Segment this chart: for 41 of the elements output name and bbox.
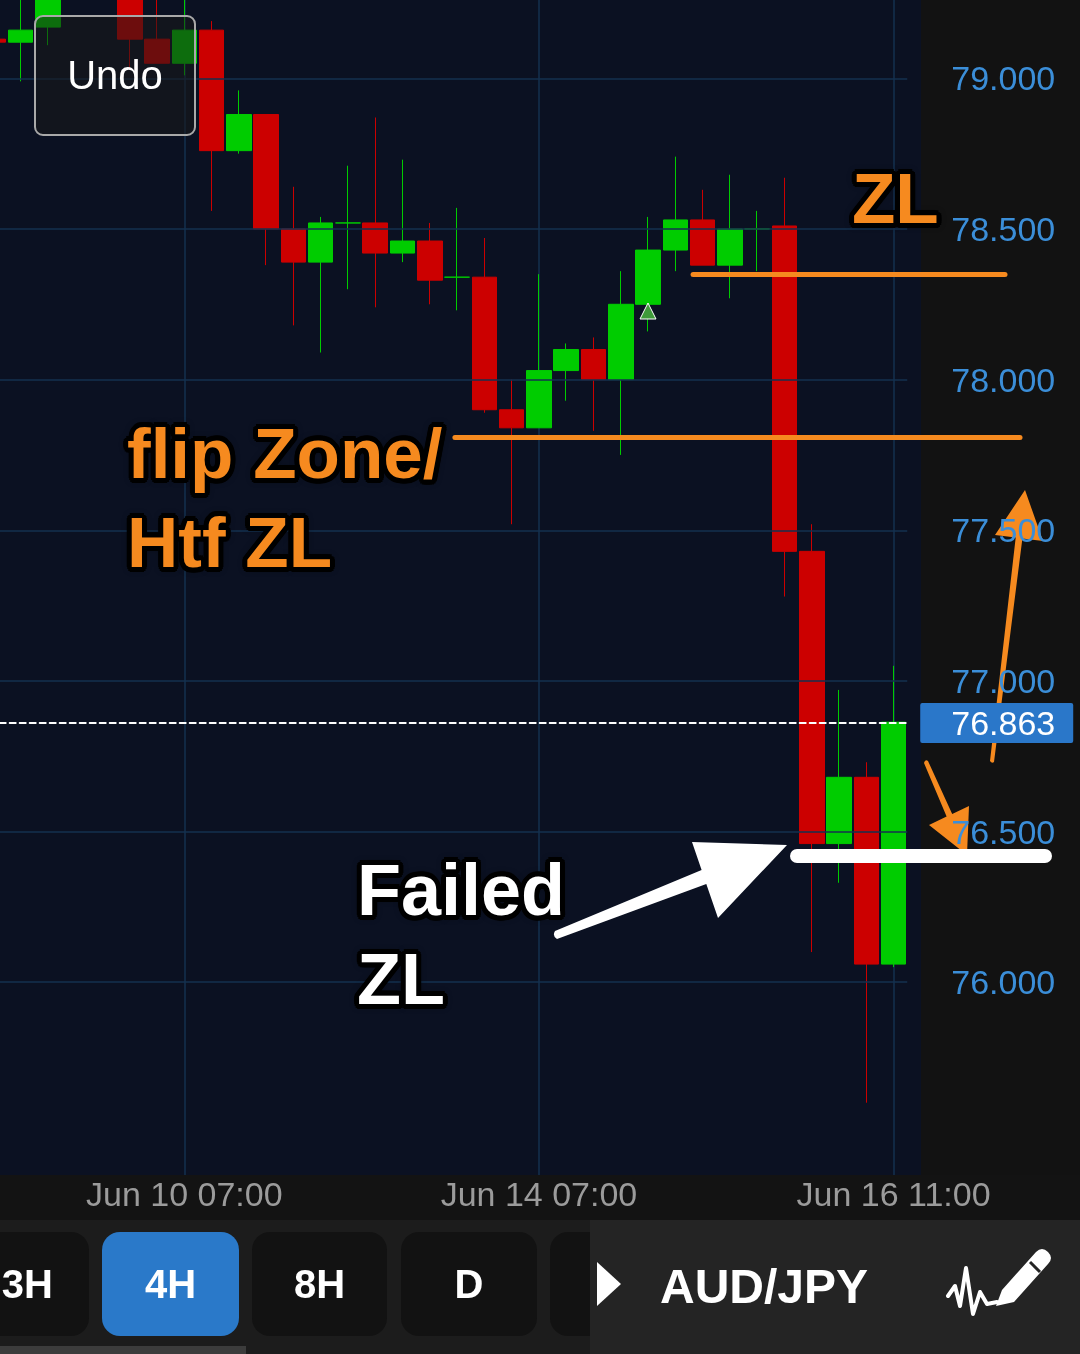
candlestick: [581, 336, 606, 432]
candlestick: [717, 174, 743, 299]
candlestick: [690, 189, 715, 266]
y-tick-label: 78.500: [951, 209, 1056, 248]
ref-line-label: ZL: [852, 159, 939, 238]
candlestick: [226, 89, 252, 155]
button: 3H: [0, 1232, 89, 1336]
candlestick: [281, 186, 306, 326]
candlestick: [799, 523, 825, 953]
candlestick: [308, 216, 333, 353]
button: D: [401, 1232, 537, 1336]
candlestick: [444, 207, 470, 311]
ref-line-label: 76.863: [951, 704, 1056, 743]
candlestick: [772, 177, 797, 598]
x-tick-label: Jun 14 07:00: [440, 1175, 638, 1213]
candlestick: [472, 237, 497, 414]
candlestick: [35, 0, 61, 46]
text: AUD/JPY: [660, 1259, 869, 1315]
candlestick: [199, 20, 224, 212]
candlestick: [172, 0, 197, 76]
button: 8H: [252, 1232, 387, 1336]
candlestick: [335, 165, 361, 290]
button: 4H: [102, 1232, 239, 1336]
y-tick-label: 78.000: [951, 360, 1056, 399]
x-tick-label: Jun 16 11:00: [796, 1175, 991, 1213]
candlestick: [253, 113, 279, 266]
legend-label: Failed ZL: [357, 849, 567, 1021]
candlestick: [663, 156, 688, 272]
candlestick: [854, 761, 879, 1104]
candlestick: [881, 665, 906, 968]
candlestick: [362, 117, 388, 308]
annotation: Undo: [67, 53, 163, 98]
y-tick-label: 76.000: [951, 963, 1056, 1002]
candlestick: [8, 0, 33, 82]
candlestick: [499, 379, 524, 525]
y-tick-label: 79.000: [951, 59, 1056, 98]
candlestick: [417, 222, 443, 305]
ref-line-label: flip Zone/ Htf ZL: [127, 413, 444, 584]
x-tick-label: Jun 10 07:00: [85, 1175, 283, 1213]
candlestick: [826, 689, 852, 884]
candlestick: [390, 159, 415, 263]
